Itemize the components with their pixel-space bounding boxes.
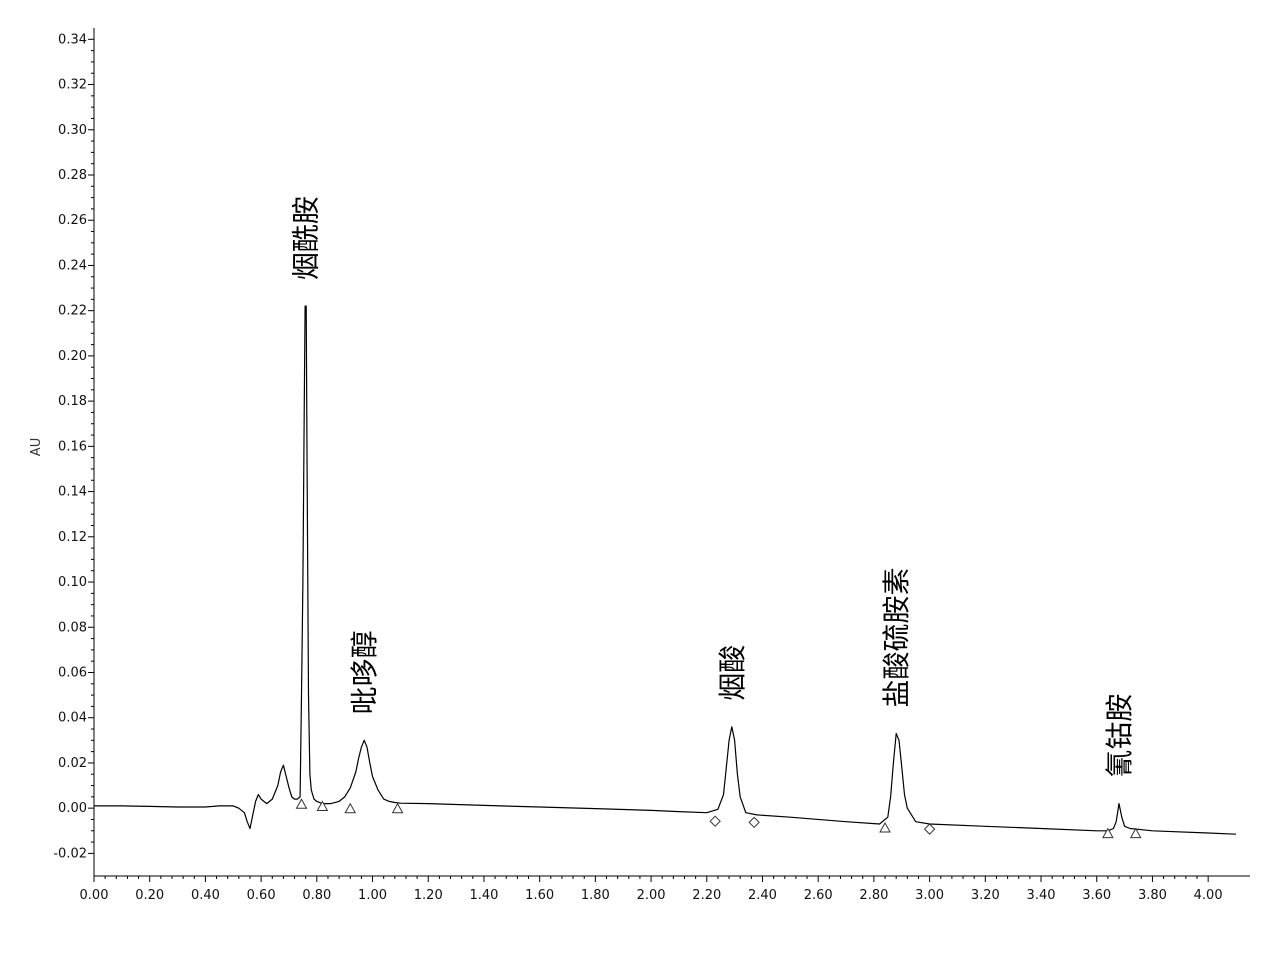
y-tick-label: 0.02 [58,756,87,771]
y-tick-label: 0.32 [58,78,87,93]
peak-label: 烟酰胺 [290,196,323,280]
peak-label: 烟酸 [716,645,749,701]
y-tick-label: 0.30 [58,123,87,138]
x-tick-label: 4.00 [1194,888,1223,903]
integration-markers [295,798,1142,839]
chromatogram-trace [94,305,1237,835]
axes [93,28,1250,877]
baseline-triangle-marker [1129,827,1142,839]
x-tick-label: 3.00 [915,888,944,903]
x-tick-label: 2.60 [804,888,833,903]
x-tick-label: 1.60 [525,888,554,903]
series-layer [94,305,1237,835]
x-tick-label: 3.40 [1027,888,1056,903]
x-tick-label: 2.20 [692,888,721,903]
x-tick-label: 0.80 [302,888,331,903]
y-tick-label: 0.12 [58,530,87,545]
y-tick-label: 0.26 [58,213,87,228]
y-tick-label: 0.00 [58,801,87,816]
x-tick-label: 3.20 [971,888,1000,903]
x-tick-label: 0.40 [191,888,220,903]
baseline-diamond-marker [748,816,760,829]
baseline-triangle-marker [316,800,329,812]
baseline-triangle-marker [344,802,357,814]
x-tick-label: 3.80 [1138,888,1167,903]
x-tick-label: 0.20 [135,888,164,903]
x-tick-label: 2.00 [637,888,666,903]
x-tick-label: 2.80 [859,888,888,903]
baseline-triangle-marker [391,802,404,814]
x-tick-label: 0.00 [80,888,109,903]
x-tick-label: 1.80 [581,888,610,903]
y-tick-label: 0.10 [58,575,87,590]
peak-label: 氰钴胺 [1103,694,1136,778]
y-tick-label: 0.20 [58,349,87,364]
y-axis-ticks: -0.02 0.00 0.02 0.04 0.06 0.08 0.10 0.12 0.14 0.1… [53,32,94,861]
y-tick-label: 0.22 [58,304,87,319]
baseline-triangle-marker [879,821,891,833]
baseline-triangle-marker [1102,827,1114,839]
chart-background [30,24,1250,934]
x-tick-label: 1.40 [469,888,498,903]
peak-label: 吡哆醇 [348,630,381,714]
y-axis-label: AU [29,438,44,456]
y-tick-label: 0.06 [58,665,87,680]
y-tick-label: 0.16 [58,439,87,454]
baseline-diamond-marker [709,815,721,827]
y-tick-label: 0.18 [58,394,87,409]
x-tick-label: 2.40 [748,888,777,903]
x-axis-ticks: 0.00 0.20 0.40 0.60 0.80 1.00 1.20 1.40 1.60 1.80… [80,876,1223,903]
y-tick-label: -0.02 [53,846,87,861]
x-tick-label: 1.20 [414,888,443,903]
x-tick-label: 1.00 [358,888,387,903]
y-tick-label: 0.14 [58,485,87,500]
x-tick-label: 0.60 [247,888,276,903]
y-tick-label: 0.04 [58,711,87,726]
y-tick-label: 0.34 [58,32,87,47]
y-tick-label: 0.24 [58,258,87,273]
y-tick-label: 0.28 [58,168,87,183]
y-tick-label: 0.08 [58,620,87,635]
baseline-diamond-marker [923,823,936,835]
baseline-triangle-marker [295,798,308,809]
x-tick-label: 3.60 [1082,888,1111,903]
peak-label: 盐酸硫胺素 [880,568,913,708]
